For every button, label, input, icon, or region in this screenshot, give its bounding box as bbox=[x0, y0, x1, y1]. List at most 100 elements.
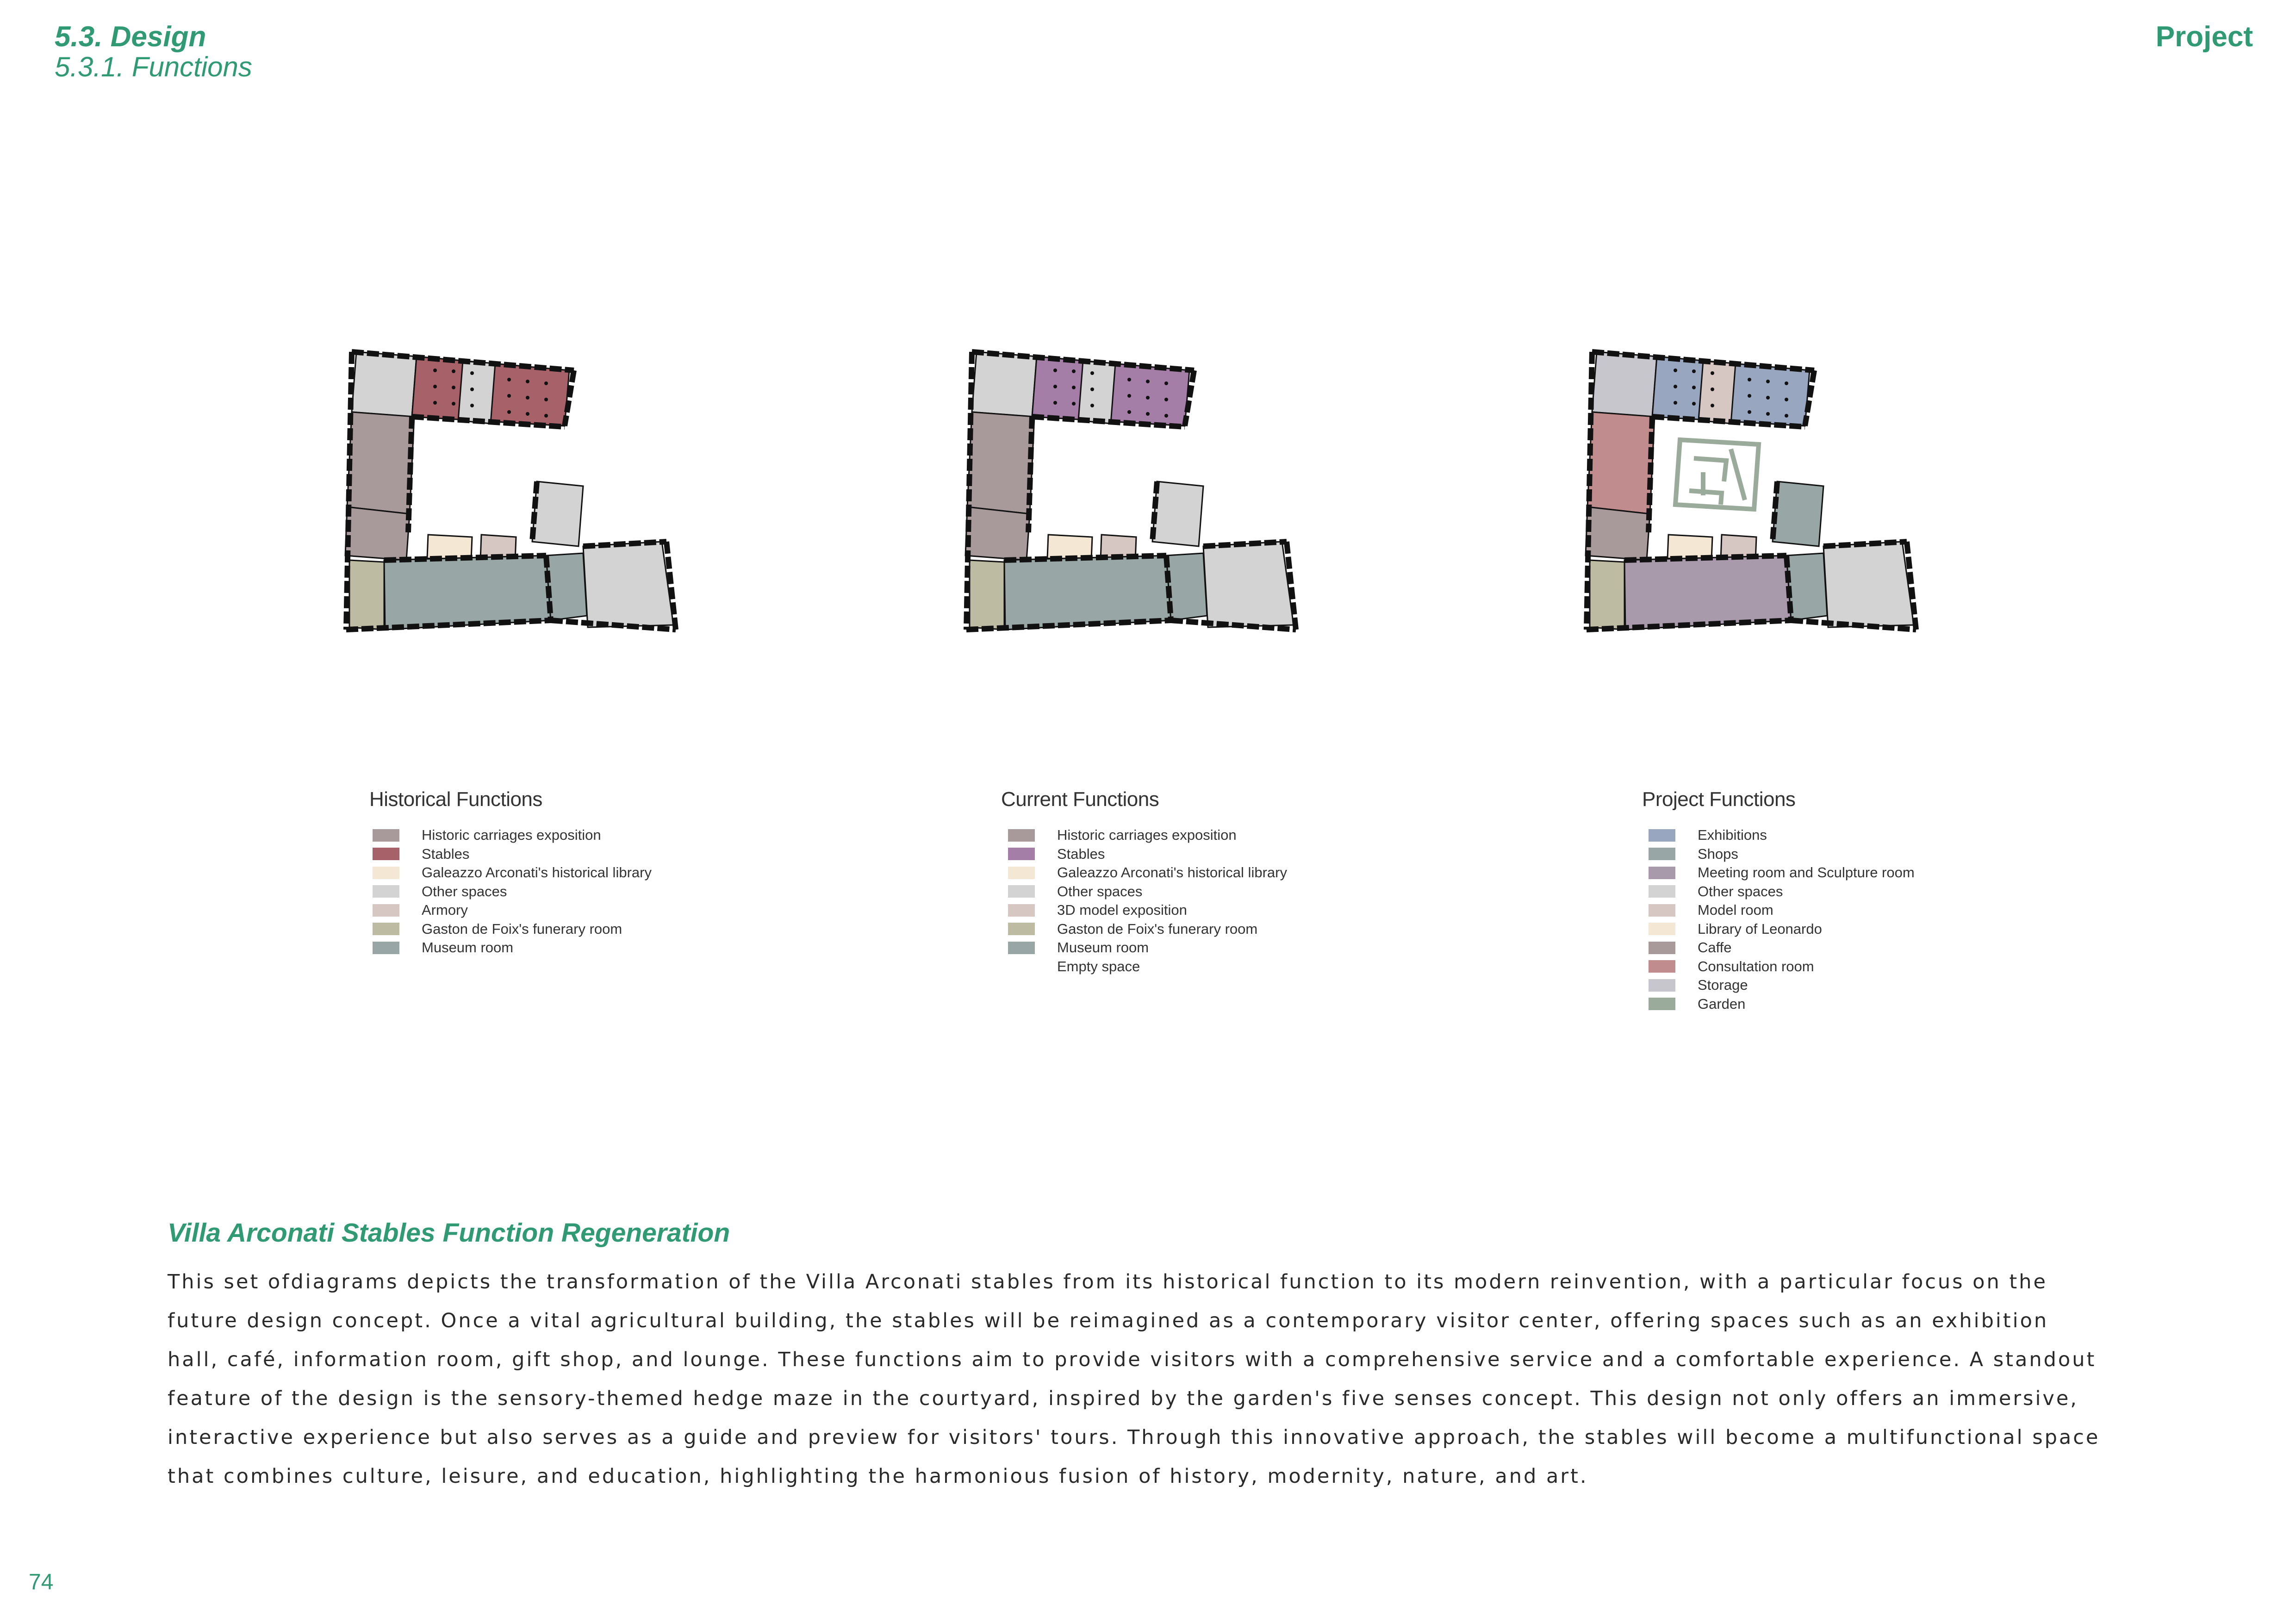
plan-column bbox=[1692, 386, 1696, 389]
plan-column bbox=[1053, 385, 1057, 388]
plan-room-ne bbox=[1772, 481, 1824, 547]
legend-swatch bbox=[1649, 960, 1675, 973]
plan-column bbox=[470, 404, 474, 407]
hedge-maze-path bbox=[1673, 437, 1761, 512]
plan-column bbox=[1053, 401, 1057, 405]
plan-column bbox=[1146, 380, 1150, 383]
plan-column bbox=[1164, 414, 1168, 418]
plan-column bbox=[1146, 396, 1150, 400]
plan-column bbox=[1711, 371, 1714, 375]
plan-column bbox=[1674, 385, 1677, 388]
legend-label: Library of Leonardo bbox=[1698, 920, 1822, 937]
plan-title-current: Current Functions bbox=[1001, 788, 1159, 811]
legend-swatch bbox=[1649, 941, 1675, 954]
plan-wall bbox=[1150, 481, 1160, 542]
article-title: Villa Arconati Stables Function Regenera… bbox=[168, 1218, 730, 1248]
legend-item: Historic carriages exposition bbox=[1008, 826, 1287, 845]
plan-room-bridge bbox=[1698, 360, 1736, 425]
plan-column bbox=[1090, 387, 1094, 391]
plan-column bbox=[526, 412, 529, 416]
plan-room-bridge bbox=[1077, 360, 1116, 425]
plan-title-project: Project Functions bbox=[1642, 788, 1796, 811]
legend-swatch bbox=[1649, 866, 1675, 879]
plan-room-se bbox=[582, 541, 674, 628]
plan-wall bbox=[562, 370, 577, 426]
legend-swatch bbox=[373, 829, 399, 842]
plan-building bbox=[343, 349, 678, 632]
plan-column bbox=[470, 371, 474, 375]
legend-label: Meeting room and Sculpture room bbox=[1698, 864, 1915, 881]
legend-item: 3D model exposition bbox=[1008, 901, 1287, 920]
legend-swatch bbox=[1649, 829, 1675, 842]
plan-column bbox=[1785, 398, 1788, 401]
plan-column bbox=[1692, 402, 1696, 406]
legend-item: Meeting room and Sculpture room bbox=[1649, 863, 1915, 882]
legend-swatch bbox=[1008, 960, 1035, 973]
plan-column bbox=[1127, 394, 1131, 398]
plan-wall bbox=[543, 555, 554, 621]
plan-wall bbox=[971, 349, 1195, 373]
plan-column bbox=[1692, 369, 1696, 373]
plan-wall bbox=[966, 618, 1171, 632]
legend-project: Exhibitions Shops Meeting room and Sculp… bbox=[1649, 826, 1915, 1013]
plan-room-south bbox=[1624, 555, 1792, 631]
legend-label: Empty space bbox=[1057, 958, 1140, 974]
legend-swatch bbox=[1008, 866, 1035, 879]
legend-label: Museum room bbox=[1057, 939, 1149, 956]
plan-column bbox=[452, 402, 455, 406]
plan-column bbox=[452, 386, 455, 389]
plan-room-sw bbox=[969, 559, 1005, 631]
legend-item: Galeazzo Arconati's historical library bbox=[1008, 863, 1287, 882]
plan-room-ne bbox=[1151, 481, 1204, 547]
plan-column bbox=[1072, 369, 1076, 373]
subsection-heading: 5.3.1. Functions bbox=[55, 51, 252, 82]
plan-room-se bbox=[1202, 541, 1294, 628]
plan-title-historical: Historical Functions bbox=[369, 788, 542, 811]
plan-column bbox=[433, 369, 437, 372]
plan-wall bbox=[343, 351, 355, 630]
legend-label: Other spaces bbox=[1057, 883, 1143, 899]
plan-room-south bbox=[1003, 555, 1172, 631]
plan-wall bbox=[1784, 555, 1794, 621]
plan-wall bbox=[529, 481, 540, 542]
legend-swatch bbox=[1008, 885, 1035, 898]
plan-column bbox=[507, 410, 511, 414]
legend-item: Gaston de Foix's funerary room bbox=[1008, 920, 1287, 939]
legend-swatch bbox=[1649, 998, 1675, 1011]
plan-room-westlow bbox=[1585, 506, 1651, 561]
section-heading: 5.3. Design bbox=[55, 21, 206, 53]
legend-swatch bbox=[373, 941, 399, 954]
legend-item: Shops bbox=[1649, 845, 1915, 864]
legend-item: Exhibitions bbox=[1649, 826, 1915, 845]
legend-label: Caffe bbox=[1698, 939, 1732, 956]
plan-room-nwc bbox=[351, 351, 417, 418]
plan-column bbox=[1785, 414, 1788, 418]
legend-item: Museum room bbox=[373, 938, 652, 957]
legend-swatch bbox=[373, 866, 399, 879]
legend-item: Stables bbox=[373, 845, 652, 864]
plan-column bbox=[1785, 381, 1788, 385]
legend-label: Other spaces bbox=[1698, 883, 1783, 899]
legend-current: Historic carriages exposition Stables Ga… bbox=[1008, 826, 1287, 976]
plan-column bbox=[1674, 401, 1677, 405]
floor-plan-historical bbox=[343, 349, 678, 632]
legend-item: Other spaces bbox=[1649, 882, 1915, 901]
plan-wall bbox=[1791, 618, 1916, 632]
legend-swatch bbox=[373, 848, 399, 861]
plan-column bbox=[1164, 381, 1168, 385]
legend-label: Stables bbox=[422, 845, 470, 862]
legend-item: Stables bbox=[1008, 845, 1287, 864]
plan-column bbox=[1072, 386, 1076, 389]
plan-column bbox=[507, 394, 511, 398]
plan-room-westlow bbox=[344, 506, 411, 561]
legend-label: Historic carriages exposition bbox=[1057, 827, 1237, 843]
legend-label: Consultation room bbox=[1698, 958, 1814, 974]
plan-room-nwc bbox=[971, 351, 1038, 418]
legend-label: Galeazzo Arconati's historical library bbox=[422, 864, 652, 881]
legend-item: Gaston de Foix's funerary room bbox=[373, 920, 652, 939]
plan-wall bbox=[1170, 618, 1296, 632]
plan-column bbox=[544, 381, 548, 385]
plan-wall bbox=[1802, 370, 1817, 426]
chapter-heading: Project bbox=[2155, 21, 2253, 53]
plan-wall bbox=[1164, 555, 1174, 621]
